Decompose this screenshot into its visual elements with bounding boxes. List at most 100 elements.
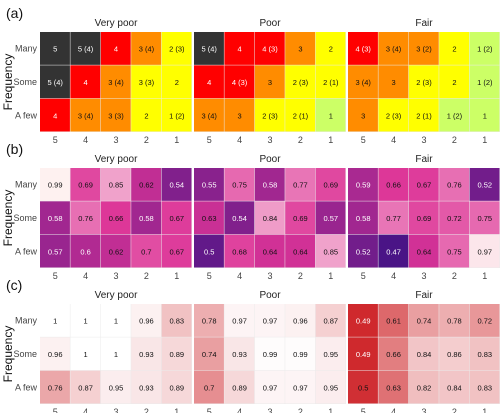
cell-value-label: 1	[53, 317, 57, 326]
heatmap-cell	[254, 337, 285, 371]
cell-value-label: 0.58	[48, 214, 63, 223]
cell-value-label: 4	[238, 45, 242, 54]
facet-title: Very poor	[95, 154, 138, 165]
heatmap-cell	[70, 370, 101, 404]
cell-value-label: 0.99	[263, 350, 278, 359]
cell-value-label: 2 (1)	[293, 111, 309, 120]
cell-value-label: 0.95	[323, 350, 338, 359]
heatmap-cell	[348, 337, 378, 371]
heatmap-cell	[131, 168, 162, 201]
x-tick-label: 1	[328, 135, 333, 145]
cell-value-label: 0.83	[477, 383, 492, 392]
x-tick-label: 1	[174, 271, 179, 281]
cell-value-label: 0.96	[293, 317, 308, 326]
heatmap-cell	[315, 370, 346, 404]
cell-value-label: 0.87	[323, 317, 338, 326]
heatmap-cell	[100, 337, 131, 371]
cell-value-label: 1 (2)	[447, 111, 463, 120]
heatmap-cell	[378, 98, 409, 132]
facet-title: Very poor	[95, 290, 138, 301]
cell-value-label: 1	[329, 111, 333, 120]
x-tick-label: 3	[113, 135, 118, 145]
heatmap-cell	[439, 98, 470, 132]
x-tick-label: 4	[83, 135, 88, 145]
x-tick-label: 4	[237, 271, 242, 281]
cell-value-label: 0.64	[263, 247, 278, 256]
cell-value-label: 0.63	[386, 383, 401, 392]
x-tick-label: 5	[207, 135, 212, 145]
heatmap-cell	[131, 370, 162, 404]
heatmap-cell	[315, 337, 346, 371]
x-tick-label: 3	[113, 407, 118, 413]
cell-value-label: 0.66	[386, 181, 401, 190]
cell-value-label: 2 (3)	[262, 111, 278, 120]
heatmap-cell	[224, 234, 255, 268]
heatmap-cell	[161, 337, 192, 371]
cell-value-label: 1	[84, 350, 88, 359]
cell-value-label: 0.55	[202, 181, 217, 190]
heatmap-cell	[70, 304, 101, 337]
heatmap-cell	[224, 32, 255, 65]
heatmap-cell	[285, 234, 316, 268]
heatmap-cell	[40, 168, 70, 201]
heatmap-cell	[70, 168, 101, 201]
heatmap-cell	[100, 168, 131, 201]
cell-value-label: 0.89	[169, 350, 184, 359]
heatmap-cell	[315, 168, 346, 201]
heatmap-cell	[100, 65, 131, 99]
heatmap-cell	[254, 234, 285, 268]
heatmap-cell	[194, 168, 224, 201]
heatmap-cell	[100, 370, 131, 404]
cell-value-label: 0.67	[169, 247, 184, 256]
heatmap-cell	[439, 304, 470, 337]
heatmap-cell	[285, 168, 316, 201]
heatmap-cell	[378, 201, 409, 235]
cell-value-label: 0.75	[447, 247, 462, 256]
heatmap-cell	[315, 234, 346, 268]
heatmap-cell	[224, 168, 255, 201]
x-tick-label: 5	[207, 407, 212, 413]
heatmap-cell	[224, 370, 255, 404]
x-tick-label: 3	[421, 271, 426, 281]
heatmap-cell	[254, 370, 285, 404]
heatmap-cell	[194, 370, 224, 404]
cell-value-label: 2	[144, 111, 148, 120]
cell-value-label: 0.58	[139, 214, 154, 223]
facet-title: Fair	[415, 154, 433, 165]
cell-value-label: 0.58	[263, 181, 278, 190]
y-axis-title: Frequency	[1, 326, 15, 383]
heatmap-cell	[315, 65, 346, 99]
heatmap-cell	[285, 65, 316, 99]
heatmap-cell	[70, 201, 101, 235]
cell-value-label: 0.75	[477, 214, 492, 223]
cell-value-label: 3 (3)	[139, 78, 155, 87]
x-tick-label: 5	[361, 135, 366, 145]
heatmap-cell	[100, 98, 131, 132]
cell-value-label: 0.61	[386, 317, 401, 326]
x-tick-label: 1	[482, 135, 487, 145]
cell-value-label: 0.59	[356, 181, 371, 190]
cell-value-label: 0.76	[447, 181, 462, 190]
heatmap-cell	[70, 98, 101, 132]
heatmap-cell	[285, 32, 316, 65]
cell-value-label: 4 (3)	[232, 78, 248, 87]
cell-value-label: 0.47	[386, 247, 401, 256]
cell-value-label: 5	[53, 45, 57, 54]
heatmap-cell	[469, 304, 500, 337]
cell-value-label: 0.69	[78, 181, 93, 190]
cell-value-label: 0.96	[48, 350, 63, 359]
facet-title: Very poor	[95, 18, 138, 29]
cell-value-label: 0.62	[109, 247, 124, 256]
heatmap-cell	[70, 337, 101, 371]
heatmap-cell	[469, 234, 500, 268]
x-tick-label: 1	[482, 407, 487, 413]
x-tick-label: 3	[421, 407, 426, 413]
cell-value-label: 4	[53, 111, 57, 120]
cell-value-label: 5 (4)	[47, 78, 63, 87]
heatmap-cell	[131, 32, 162, 65]
cell-value-label: 0.97	[293, 383, 308, 392]
cell-value-label: 5 (4)	[78, 45, 94, 54]
heatmap-cell	[254, 65, 285, 99]
heatmap-cell	[40, 234, 70, 268]
x-tick-label: 2	[144, 135, 149, 145]
